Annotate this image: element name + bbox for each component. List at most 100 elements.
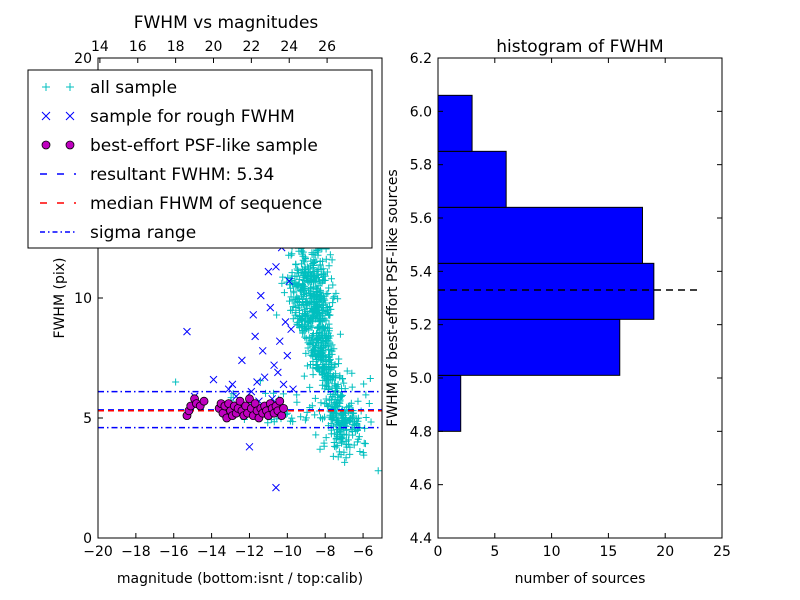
all-sample-point <box>309 371 317 379</box>
all-sample-point <box>321 296 329 304</box>
top-tick-label: 14 <box>91 39 109 55</box>
all-sample-point <box>345 431 353 439</box>
histogram-bar <box>437 206 643 264</box>
legend-item: median FHWM of sequence <box>40 194 322 214</box>
histogram-title: histogram of FWHM <box>496 37 663 57</box>
all-sample-point <box>330 404 338 412</box>
all-sample-point <box>311 258 319 266</box>
all-sample-point <box>322 400 330 408</box>
all-sample-point <box>328 384 336 392</box>
all-sample-point <box>327 413 335 421</box>
histogram-x-axis-label: number of sources <box>515 571 646 587</box>
all-sample-point <box>291 279 299 287</box>
legend-item: best-effort PSF-like sample <box>41 136 318 156</box>
all-sample-point <box>279 273 287 281</box>
histogram-bar <box>437 374 462 432</box>
all-sample-point <box>288 306 296 314</box>
all-sample-point <box>336 330 344 338</box>
all-sample-point <box>362 413 370 421</box>
all-sample-point <box>328 373 336 381</box>
all-sample-point <box>322 357 330 365</box>
psf-sample-point <box>245 394 254 404</box>
y-tick-label: 5.2 <box>410 318 432 334</box>
all-sample-point <box>300 372 308 380</box>
all-sample-point <box>306 383 314 391</box>
all-sample-point <box>321 363 329 371</box>
all-sample-point <box>328 350 336 358</box>
all-sample-point <box>172 378 180 386</box>
all-sample-point <box>300 325 308 333</box>
all-sample-point <box>320 442 328 450</box>
all-sample-point <box>306 340 314 348</box>
all-sample-point <box>300 292 308 300</box>
all-sample-point <box>313 356 321 364</box>
legend-item: sigma range <box>40 223 196 243</box>
all-sample-point <box>336 373 344 381</box>
rough-sample-point <box>283 351 292 360</box>
top-tick-label: 18 <box>167 39 185 55</box>
all-sample-point <box>340 413 348 421</box>
all-sample-point <box>327 395 335 403</box>
y-tick-label: 20 <box>74 51 92 67</box>
legend-item: resultant FWHM: 5.34 <box>40 165 274 185</box>
rough-sample-point <box>256 291 265 300</box>
all-sample-point <box>273 311 281 319</box>
all-sample-point <box>304 344 312 352</box>
all-sample-point <box>340 430 348 438</box>
all-sample-point <box>298 316 306 324</box>
all-sample-point <box>289 315 297 323</box>
all-sample-point <box>307 360 315 368</box>
all-sample-point <box>304 299 312 307</box>
all-sample-point <box>318 292 326 300</box>
all-sample-point <box>330 442 338 450</box>
y-tick-label: 5.8 <box>410 158 432 174</box>
x-tick-label: 15 <box>599 544 617 560</box>
rough-sample-point <box>274 368 282 377</box>
all-sample-point <box>289 296 297 304</box>
legend-label: sigma range <box>90 223 196 243</box>
all-sample-point <box>301 255 309 263</box>
rough-sample-point <box>183 327 191 336</box>
rough-sample-point <box>287 325 295 334</box>
histogram-plot-area <box>437 94 700 432</box>
legend-label: median FHWM of sequence <box>90 194 322 214</box>
all-sample-point <box>346 450 354 458</box>
psf-sample-point <box>275 396 285 406</box>
all-sample-point <box>341 417 349 425</box>
x-tick-label: 10 <box>543 544 561 560</box>
all-sample-point <box>316 261 324 269</box>
all-sample-point <box>374 467 382 475</box>
top-tick-label: 22 <box>242 39 260 55</box>
all-sample-point <box>289 418 297 426</box>
all-sample-point <box>325 284 333 292</box>
all-sample-point <box>314 365 322 373</box>
top-tick-label: 26 <box>318 39 336 55</box>
all-sample-point <box>355 414 363 422</box>
all-sample-point <box>299 287 307 295</box>
rough-sample-point <box>209 375 218 384</box>
x-tick-label: 0 <box>434 544 443 560</box>
all-sample-point <box>310 308 318 316</box>
all-sample-point <box>317 288 325 296</box>
all-sample-point <box>306 315 314 323</box>
all-sample-point <box>311 353 319 361</box>
all-sample-point <box>286 281 294 289</box>
all-sample-point <box>343 367 351 375</box>
all-sample-point <box>312 431 320 439</box>
rough-sample-point <box>281 318 290 326</box>
all-sample-point <box>307 276 315 284</box>
all-sample-point <box>326 251 334 259</box>
all-sample-point <box>325 364 333 372</box>
all-sample-point <box>293 398 301 406</box>
all-sample-point <box>301 333 309 341</box>
all-sample-point <box>340 379 348 387</box>
all-sample-point <box>322 317 330 325</box>
all-sample-point <box>362 391 370 399</box>
psf-sample-point <box>199 396 209 406</box>
all-sample-point <box>302 312 310 320</box>
all-sample-point <box>313 361 321 369</box>
rough-sample-point <box>249 310 258 319</box>
legend-item: all sample <box>42 78 177 98</box>
all-sample-point <box>287 251 295 259</box>
